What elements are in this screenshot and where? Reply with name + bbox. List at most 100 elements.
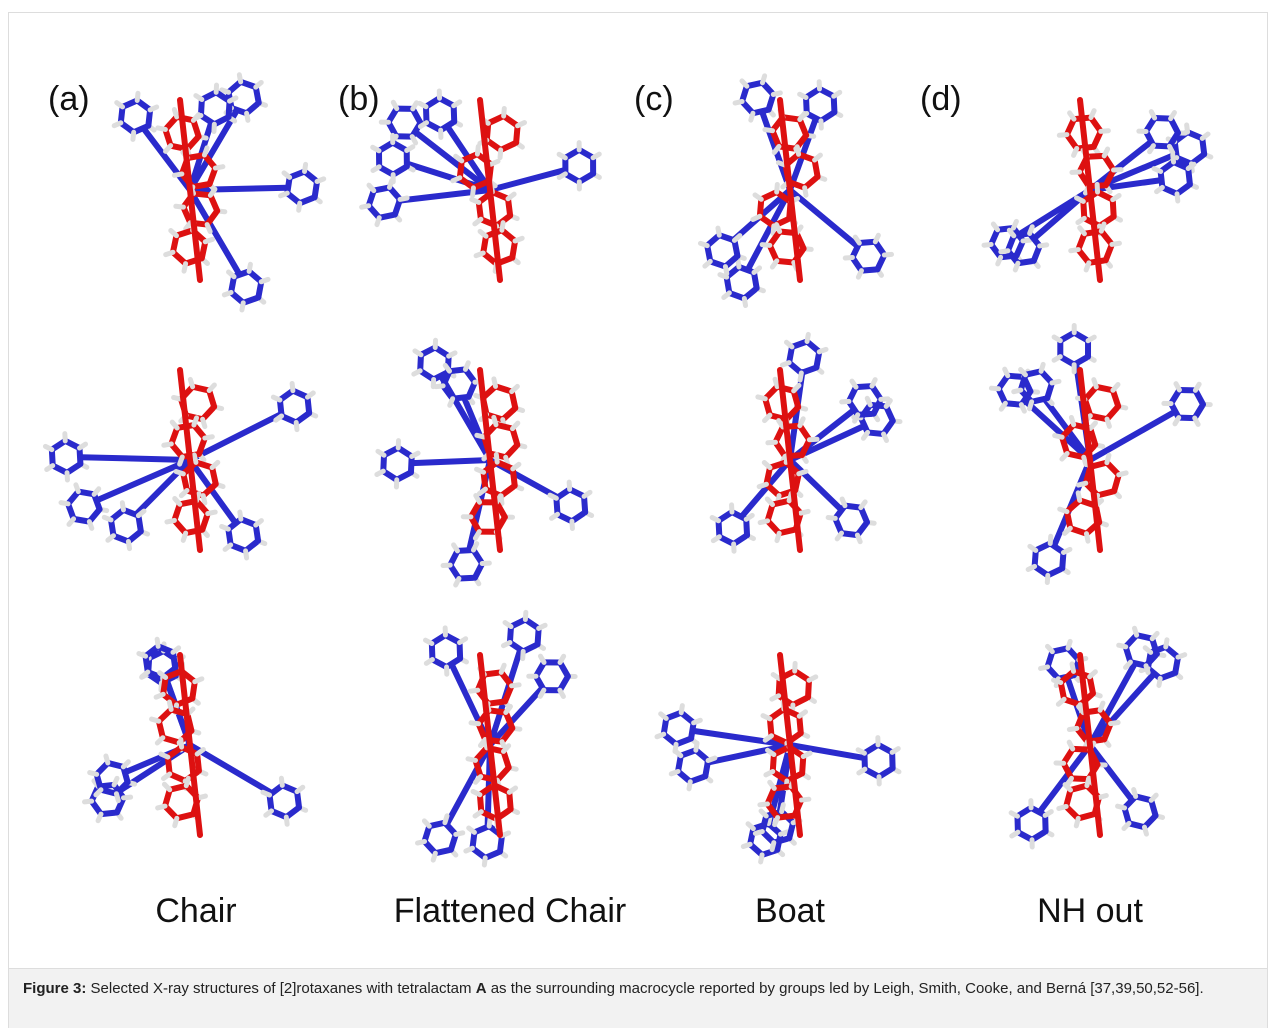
bond <box>1114 475 1119 491</box>
bond <box>114 123 121 126</box>
bond <box>763 716 770 719</box>
bond <box>512 392 516 409</box>
bond <box>468 759 475 761</box>
bond <box>775 818 778 825</box>
bond <box>1001 251 1008 252</box>
bond <box>128 541 129 548</box>
bond <box>1159 678 1160 685</box>
bond <box>1171 113 1175 119</box>
bond <box>801 799 809 800</box>
bond <box>657 734 664 737</box>
bond <box>281 778 282 785</box>
bond <box>512 386 518 391</box>
bond <box>123 762 128 767</box>
bond <box>1059 135 1067 136</box>
bond <box>1078 483 1085 485</box>
bond <box>1113 390 1118 406</box>
bond <box>742 460 790 516</box>
bond <box>284 173 290 177</box>
bond <box>205 239 212 241</box>
bond <box>799 712 805 716</box>
bond <box>1068 641 1070 648</box>
bond <box>76 485 78 492</box>
bond <box>97 460 190 500</box>
bond <box>828 518 835 519</box>
bond <box>858 750 864 753</box>
bond <box>424 821 429 826</box>
bond <box>194 455 196 462</box>
bond <box>753 216 760 219</box>
bond <box>1134 628 1136 635</box>
bond <box>400 198 407 199</box>
bond <box>805 188 806 196</box>
bond <box>496 455 497 463</box>
bond <box>454 545 458 551</box>
bond <box>777 533 779 540</box>
bond <box>1077 198 1084 201</box>
bond <box>166 146 171 152</box>
bond <box>584 492 590 496</box>
bond <box>502 223 503 231</box>
bond <box>1187 125 1188 132</box>
bond <box>766 771 773 774</box>
bond <box>203 419 205 426</box>
bond <box>1054 680 1061 682</box>
bond <box>494 379 496 386</box>
bond <box>751 113 753 120</box>
bond <box>1054 337 1060 341</box>
bond <box>1195 384 1199 390</box>
bond <box>1151 112 1154 118</box>
bond <box>167 520 174 522</box>
bond <box>1041 364 1043 371</box>
panel-letter: (b) <box>338 80 380 118</box>
bond <box>473 188 474 196</box>
bond <box>675 751 681 756</box>
bond <box>1169 146 1172 152</box>
bond <box>508 199 510 216</box>
bond <box>81 457 190 460</box>
bond <box>1047 575 1048 582</box>
bond <box>993 224 997 230</box>
bond <box>90 773 97 775</box>
bond <box>1090 677 1093 694</box>
bond <box>172 422 177 428</box>
bond <box>1107 455 1109 462</box>
bond <box>420 103 426 106</box>
bond <box>772 843 774 850</box>
bond <box>1118 806 1125 808</box>
bond <box>433 853 435 860</box>
bond <box>194 418 197 425</box>
bond <box>1152 633 1157 638</box>
bond <box>1101 131 1109 132</box>
bond <box>175 499 180 505</box>
bond <box>133 132 134 139</box>
caption-bold: A <box>476 980 487 997</box>
bond <box>104 517 111 520</box>
bond <box>1065 528 1071 533</box>
bond <box>247 113 248 120</box>
bond <box>203 496 205 503</box>
bond <box>1028 566 1034 569</box>
bond <box>263 792 270 795</box>
bond <box>1030 402 1032 409</box>
bond <box>484 858 485 865</box>
bond <box>47 466 53 470</box>
bond <box>842 499 845 506</box>
bond <box>373 167 379 171</box>
bond <box>1001 403 1005 409</box>
bond <box>471 723 479 724</box>
bond <box>718 228 719 235</box>
bond <box>855 237 859 243</box>
bond <box>163 774 169 779</box>
bond <box>855 415 858 421</box>
bond <box>518 123 525 126</box>
bond <box>122 503 123 510</box>
bond <box>1087 778 1089 785</box>
bond <box>412 460 490 463</box>
bond <box>735 101 742 103</box>
bond <box>786 342 791 347</box>
bond <box>1119 473 1126 475</box>
bond <box>1021 405 1024 412</box>
bond <box>867 398 870 405</box>
bond <box>186 223 191 229</box>
